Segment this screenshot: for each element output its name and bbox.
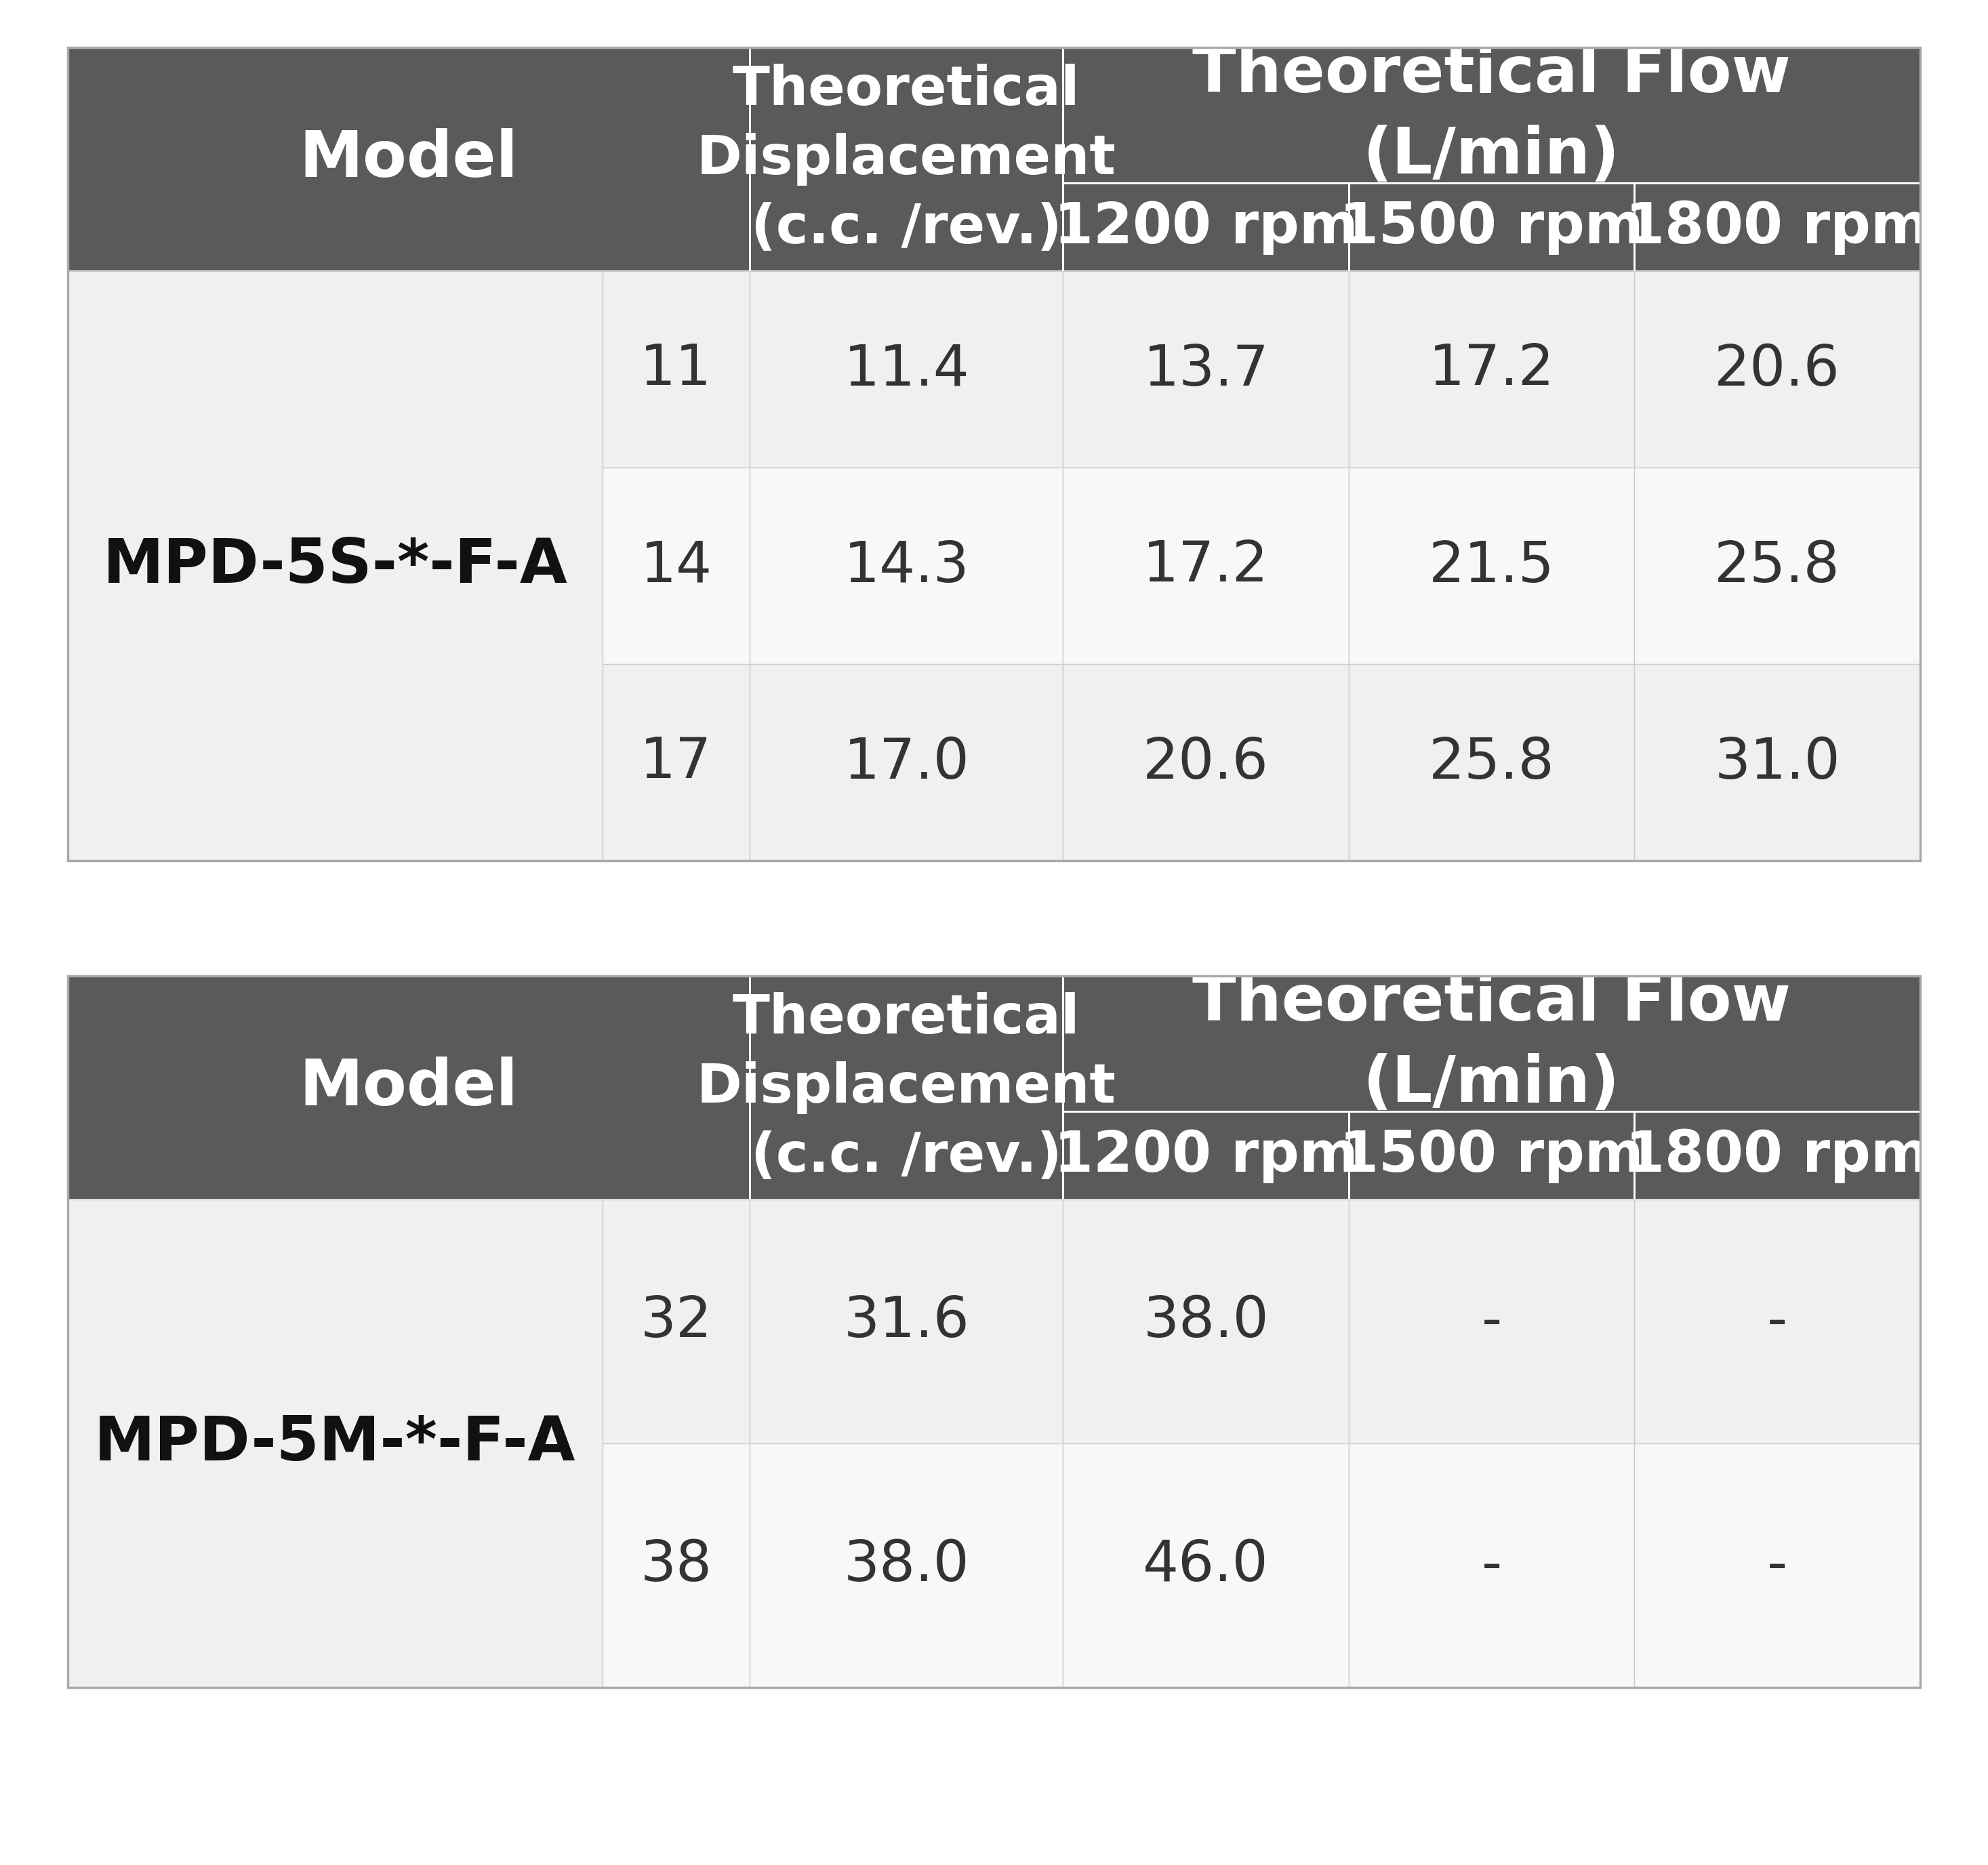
Text: Theoretical Flow
(L/min): Theoretical Flow (L/min) bbox=[1193, 43, 1791, 187]
Text: 1800 rpm: 1800 rpm bbox=[1626, 1128, 1930, 1182]
Text: 31.6: 31.6 bbox=[843, 1294, 970, 1348]
Text: 38.0: 38.0 bbox=[843, 1539, 970, 1593]
Bar bbox=[1064, 270, 1348, 468]
Bar bbox=[1634, 664, 1920, 860]
Bar bbox=[749, 1199, 1064, 1444]
Text: 1800 rpm: 1800 rpm bbox=[1626, 200, 1930, 254]
Text: 1200 rpm: 1200 rpm bbox=[1054, 200, 1358, 254]
Bar bbox=[68, 47, 1920, 860]
Bar bbox=[1634, 1444, 1920, 1688]
Bar bbox=[1348, 183, 1634, 270]
Text: -: - bbox=[1767, 1539, 1787, 1593]
Bar bbox=[749, 270, 1064, 468]
Bar bbox=[1348, 270, 1634, 468]
Text: 1500 rpm: 1500 rpm bbox=[1340, 1128, 1644, 1182]
Text: Theoretical Flow
(L/min): Theoretical Flow (L/min) bbox=[1193, 972, 1791, 1115]
Bar bbox=[602, 1444, 749, 1688]
Text: Model: Model bbox=[300, 1056, 519, 1119]
Text: 17: 17 bbox=[640, 735, 712, 791]
Bar bbox=[1064, 468, 1348, 664]
Text: 32: 32 bbox=[640, 1294, 712, 1348]
Bar bbox=[1348, 468, 1634, 664]
Text: 14.3: 14.3 bbox=[843, 539, 970, 593]
Bar bbox=[749, 47, 1064, 270]
Text: 17.0: 17.0 bbox=[843, 735, 970, 791]
Bar bbox=[68, 975, 749, 1199]
Text: 1500 rpm: 1500 rpm bbox=[1340, 200, 1644, 254]
Text: 13.7: 13.7 bbox=[1143, 341, 1268, 397]
Bar bbox=[1064, 47, 1920, 183]
Bar bbox=[602, 664, 749, 860]
Bar bbox=[1348, 1444, 1634, 1688]
Bar bbox=[1348, 1112, 1634, 1199]
Text: -: - bbox=[1767, 1294, 1787, 1348]
Bar bbox=[749, 664, 1064, 860]
Text: Theoretical
Displacement
(c.c. /rev.): Theoretical Displacement (c.c. /rev.) bbox=[696, 63, 1115, 256]
Text: 25.8: 25.8 bbox=[1714, 539, 1841, 593]
Text: 31.0: 31.0 bbox=[1714, 735, 1841, 791]
Bar bbox=[749, 1444, 1064, 1688]
Text: 38.0: 38.0 bbox=[1143, 1294, 1268, 1348]
Text: Theoretical
Displacement
(c.c. /rev.): Theoretical Displacement (c.c. /rev.) bbox=[696, 992, 1115, 1184]
Text: 11: 11 bbox=[640, 341, 712, 397]
Text: 17.2: 17.2 bbox=[1143, 539, 1268, 593]
Text: 20.6: 20.6 bbox=[1714, 341, 1841, 397]
Bar bbox=[602, 1199, 749, 1444]
Bar bbox=[1634, 468, 1920, 664]
Bar bbox=[1634, 1199, 1920, 1444]
Text: MPD-5S-*-F-A: MPD-5S-*-F-A bbox=[103, 535, 567, 595]
Bar bbox=[68, 975, 1920, 1688]
Text: 14: 14 bbox=[640, 539, 712, 593]
Text: 11.4: 11.4 bbox=[843, 341, 970, 397]
Bar bbox=[602, 468, 749, 664]
Text: 25.8: 25.8 bbox=[1429, 735, 1555, 791]
Bar bbox=[602, 270, 749, 468]
Text: 38: 38 bbox=[640, 1539, 712, 1593]
Text: 46.0: 46.0 bbox=[1143, 1539, 1268, 1593]
Bar bbox=[749, 468, 1064, 664]
Text: Model: Model bbox=[300, 129, 519, 190]
Text: MPD-5M-*-F-A: MPD-5M-*-F-A bbox=[93, 1414, 577, 1473]
Bar bbox=[1064, 1199, 1348, 1444]
Bar bbox=[1064, 183, 1348, 270]
Bar bbox=[749, 975, 1064, 1199]
Bar bbox=[1634, 183, 1920, 270]
Bar bbox=[1064, 1112, 1348, 1199]
Bar bbox=[68, 1199, 602, 1688]
Text: -: - bbox=[1481, 1294, 1501, 1348]
Bar bbox=[1064, 975, 1920, 1112]
Bar bbox=[1064, 1444, 1348, 1688]
Bar bbox=[68, 47, 749, 270]
Bar bbox=[1634, 270, 1920, 468]
Text: 20.6: 20.6 bbox=[1143, 735, 1268, 791]
Bar bbox=[1348, 664, 1634, 860]
Text: 21.5: 21.5 bbox=[1429, 539, 1555, 593]
Bar bbox=[1064, 664, 1348, 860]
Text: -: - bbox=[1481, 1539, 1501, 1593]
Bar bbox=[1348, 1199, 1634, 1444]
Text: 17.2: 17.2 bbox=[1429, 341, 1555, 397]
Bar bbox=[1634, 1112, 1920, 1199]
Text: 1200 rpm: 1200 rpm bbox=[1054, 1128, 1358, 1182]
Bar bbox=[68, 270, 602, 860]
